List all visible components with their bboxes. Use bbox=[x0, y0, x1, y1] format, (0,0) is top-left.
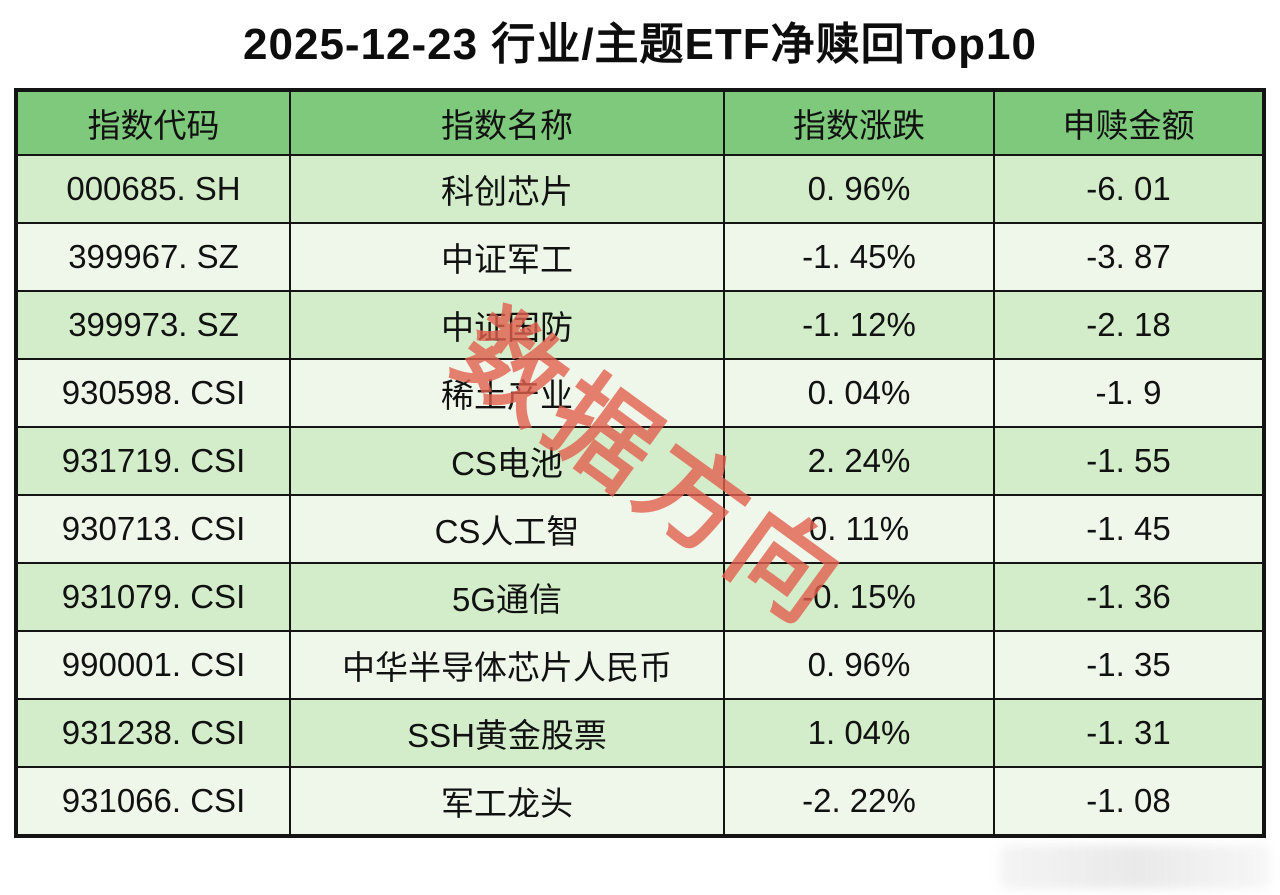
cell-name: 稀土产业 bbox=[289, 358, 725, 428]
table-row: 931079. CSI 5G通信 -0. 15% -1. 36 bbox=[15, 562, 1265, 632]
cell-amount: -1. 36 bbox=[993, 562, 1265, 632]
cell-change: 2. 24% bbox=[723, 426, 995, 496]
table-header-row: 指数代码 指数名称 指数涨跌 申赎金额 bbox=[15, 89, 1265, 156]
cell-code: 931066. CSI bbox=[15, 766, 291, 837]
table-row: 931238. CSI SSH黄金股票 1. 04% -1. 31 bbox=[15, 698, 1265, 768]
header-index-change: 指数涨跌 bbox=[723, 89, 995, 156]
cell-change: 0. 96% bbox=[723, 154, 995, 224]
cell-change: 0. 11% bbox=[723, 494, 995, 564]
cell-change: -1. 12% bbox=[723, 290, 995, 360]
cell-code: 000685. SH bbox=[15, 154, 291, 224]
table-row: 990001. CSI 中华半导体芯片人民币 0. 96% -1. 35 bbox=[15, 630, 1265, 700]
cell-name: SSH黄金股票 bbox=[289, 698, 725, 768]
table-row: 930598. CSI 稀土产业 0. 04% -1. 9 bbox=[15, 358, 1265, 428]
cell-amount: -1. 31 bbox=[993, 698, 1265, 768]
cell-change: 0. 04% bbox=[723, 358, 995, 428]
cell-amount: -1. 45 bbox=[993, 494, 1265, 564]
cell-name: CS电池 bbox=[289, 426, 725, 496]
cell-code: 990001. CSI bbox=[15, 630, 291, 700]
cell-amount: -2. 18 bbox=[993, 290, 1265, 360]
page-title: 2025-12-23 行业/主题ETF净赎回Top10 bbox=[243, 20, 1037, 69]
cell-code: 931238. CSI bbox=[15, 698, 291, 768]
cell-change: 1. 04% bbox=[723, 698, 995, 768]
table-row: 000685. SH 科创芯片 0. 96% -6. 01 bbox=[15, 154, 1265, 224]
cell-amount: -1. 08 bbox=[993, 766, 1265, 837]
cell-change: -0. 15% bbox=[723, 562, 995, 632]
cell-code: 399973. SZ bbox=[15, 290, 291, 360]
table-row: 399973. SZ 中证国防 -1. 12% -2. 18 bbox=[15, 290, 1265, 360]
cell-name: 中证军工 bbox=[289, 222, 725, 292]
table-row: 399967. SZ 中证军工 -1. 45% -3. 87 bbox=[15, 222, 1265, 292]
header-index-name: 指数名称 bbox=[289, 89, 725, 156]
cell-code: 930713. CSI bbox=[15, 494, 291, 564]
cell-change: 0. 96% bbox=[723, 630, 995, 700]
cell-amount: -1. 9 bbox=[993, 358, 1265, 428]
cell-code: 931719. CSI bbox=[15, 426, 291, 496]
header-index-code: 指数代码 bbox=[15, 89, 291, 156]
table-row: 931719. CSI CS电池 2. 24% -1. 55 bbox=[15, 426, 1265, 496]
cell-code: 930598. CSI bbox=[15, 358, 291, 428]
cell-name: CS人工智 bbox=[289, 494, 725, 564]
faint-bottom-watermark bbox=[1000, 845, 1270, 889]
cell-name: 5G通信 bbox=[289, 562, 725, 632]
cell-name: 科创芯片 bbox=[289, 154, 725, 224]
cell-amount: -3. 87 bbox=[993, 222, 1265, 292]
etf-redemption-table: 指数代码 指数名称 指数涨跌 申赎金额 000685. SH 科创芯片 0. 96%… bbox=[14, 88, 1266, 838]
cell-name: 军工龙头 bbox=[289, 766, 725, 837]
cell-change: -2. 22% bbox=[723, 766, 995, 837]
cell-code: 399967. SZ bbox=[15, 222, 291, 292]
cell-amount: -6. 01 bbox=[993, 154, 1265, 224]
cell-code: 931079. CSI bbox=[15, 562, 291, 632]
table-row: 930713. CSI CS人工智 0. 11% -1. 45 bbox=[15, 494, 1265, 564]
cell-name: 中证国防 bbox=[289, 290, 725, 360]
header-redemption-amount: 申赎金额 bbox=[993, 89, 1265, 156]
cell-amount: -1. 55 bbox=[993, 426, 1265, 496]
cell-name: 中华半导体芯片人民币 bbox=[289, 630, 725, 700]
cell-amount: -1. 35 bbox=[993, 630, 1265, 700]
table-row: 931066. CSI 军工龙头 -2. 22% -1. 08 bbox=[15, 766, 1265, 837]
cell-change: -1. 45% bbox=[723, 222, 995, 292]
